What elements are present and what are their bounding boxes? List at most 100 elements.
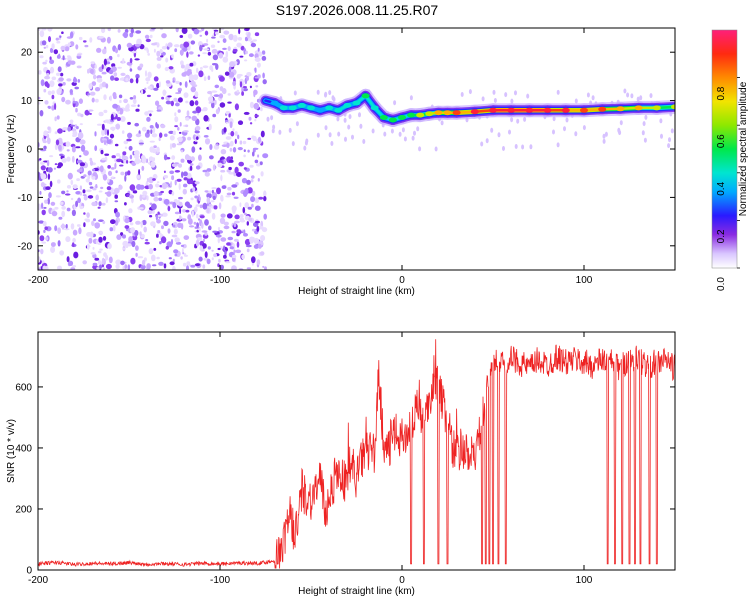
noise-speckle bbox=[139, 231, 142, 236]
noise-speckle bbox=[233, 238, 239, 242]
ridge-peak bbox=[416, 112, 425, 118]
noise-speckle bbox=[215, 31, 219, 35]
noise-speckle bbox=[245, 244, 252, 248]
noise-speckle bbox=[215, 143, 219, 146]
noise-speckle bbox=[42, 61, 47, 65]
noise-speckle bbox=[174, 116, 179, 123]
ridge-halo-speckle bbox=[516, 118, 520, 124]
noise-speckle bbox=[122, 58, 125, 64]
noise-speckle bbox=[174, 48, 178, 53]
noise-speckle bbox=[247, 206, 252, 210]
noise-speckle bbox=[115, 259, 122, 266]
noise-speckle bbox=[232, 254, 237, 259]
noise-speckle bbox=[218, 52, 224, 59]
noise-speckle bbox=[145, 239, 149, 242]
noise-speckle bbox=[200, 66, 203, 70]
noise-speckle bbox=[187, 179, 194, 184]
snr-y-tick-label: 200 bbox=[15, 504, 32, 515]
noise-speckle bbox=[201, 230, 208, 233]
ridge-peak bbox=[316, 107, 325, 113]
ridge-peak bbox=[580, 107, 588, 113]
noise-speckle bbox=[57, 66, 62, 73]
noise-speckle bbox=[88, 181, 93, 186]
noise-speckle bbox=[70, 124, 75, 127]
noise-speckle bbox=[211, 48, 218, 54]
noise-speckle bbox=[68, 260, 74, 266]
noise-speckle bbox=[220, 213, 226, 218]
noise-speckle bbox=[87, 109, 94, 112]
noise-speckle bbox=[94, 64, 97, 69]
noise-speckle bbox=[221, 128, 224, 135]
noise-speckle bbox=[188, 74, 195, 82]
noise-speckle bbox=[234, 166, 239, 174]
noise-speckle bbox=[132, 190, 138, 194]
noise-speckle bbox=[176, 178, 182, 182]
noise-speckle bbox=[204, 232, 208, 236]
noise-speckle bbox=[220, 194, 224, 202]
ridge-halo-speckle bbox=[293, 90, 297, 96]
noise-speckle bbox=[173, 44, 180, 48]
noise-speckle bbox=[66, 149, 70, 152]
noise-speckle bbox=[38, 28, 41, 31]
noise-speckle bbox=[101, 123, 105, 131]
noise-speckle bbox=[40, 173, 47, 180]
noise-speckle bbox=[134, 122, 139, 127]
noise-speckle bbox=[158, 81, 161, 88]
noise-speckle bbox=[40, 79, 45, 87]
noise-speckle bbox=[227, 46, 231, 52]
noise-speckle bbox=[72, 77, 78, 84]
noise-speckle bbox=[209, 155, 214, 160]
noise-speckle bbox=[232, 48, 238, 53]
noise-speckle bbox=[244, 238, 251, 246]
noise-speckle bbox=[135, 30, 142, 34]
ridge-halo-speckle bbox=[416, 126, 420, 132]
noise-speckle bbox=[56, 54, 61, 59]
noise-speckle bbox=[145, 38, 151, 43]
ridge-halo-speckle bbox=[526, 93, 530, 99]
noise-speckle bbox=[264, 266, 267, 270]
ridge-peak bbox=[470, 109, 479, 115]
noise-speckle bbox=[92, 246, 95, 250]
noise-speckle bbox=[155, 122, 158, 128]
noise-speckle bbox=[47, 126, 51, 131]
noise-speckle bbox=[260, 235, 266, 242]
noise-speckle bbox=[242, 140, 247, 145]
noise-speckle bbox=[177, 222, 183, 228]
noise-speckle bbox=[148, 176, 154, 184]
noise-speckle bbox=[239, 140, 243, 145]
noise-speckle bbox=[83, 150, 89, 156]
noise-speckle bbox=[117, 29, 121, 33]
noise-speckle bbox=[114, 200, 119, 203]
noise-speckle bbox=[175, 241, 182, 245]
noise-speckle bbox=[114, 143, 119, 147]
noise-speckle bbox=[253, 102, 260, 110]
noise-speckle bbox=[76, 178, 80, 182]
noise-speckle bbox=[80, 113, 84, 118]
ridge-halo-speckle bbox=[305, 138, 309, 144]
noise-speckle bbox=[58, 216, 63, 220]
noise-speckle bbox=[195, 165, 201, 170]
noise-speckle bbox=[175, 92, 181, 95]
noise-speckle bbox=[152, 264, 157, 267]
colorbar-gradient bbox=[711, 29, 738, 269]
noise-speckle bbox=[223, 254, 227, 259]
noise-speckle bbox=[39, 158, 42, 161]
noise-speckle bbox=[173, 249, 179, 254]
noise-speckle bbox=[217, 227, 221, 231]
noise-speckle bbox=[189, 100, 195, 107]
noise-speckle bbox=[60, 225, 66, 229]
ridge-halo-speckle bbox=[291, 141, 295, 147]
ridge-peak bbox=[425, 111, 434, 117]
noise-speckle bbox=[255, 220, 260, 224]
noise-speckle bbox=[216, 187, 221, 195]
ridge-halo-speckle bbox=[602, 133, 606, 139]
noise-speckle bbox=[128, 208, 133, 214]
noise-speckle bbox=[98, 260, 102, 265]
noise-speckle bbox=[120, 116, 126, 122]
noise-speckle bbox=[64, 193, 71, 196]
noise-speckle bbox=[170, 181, 173, 188]
noise-speckle bbox=[83, 195, 88, 201]
ridge-peak bbox=[525, 107, 534, 113]
noise-speckle bbox=[49, 47, 54, 54]
noise-speckle bbox=[151, 203, 157, 210]
